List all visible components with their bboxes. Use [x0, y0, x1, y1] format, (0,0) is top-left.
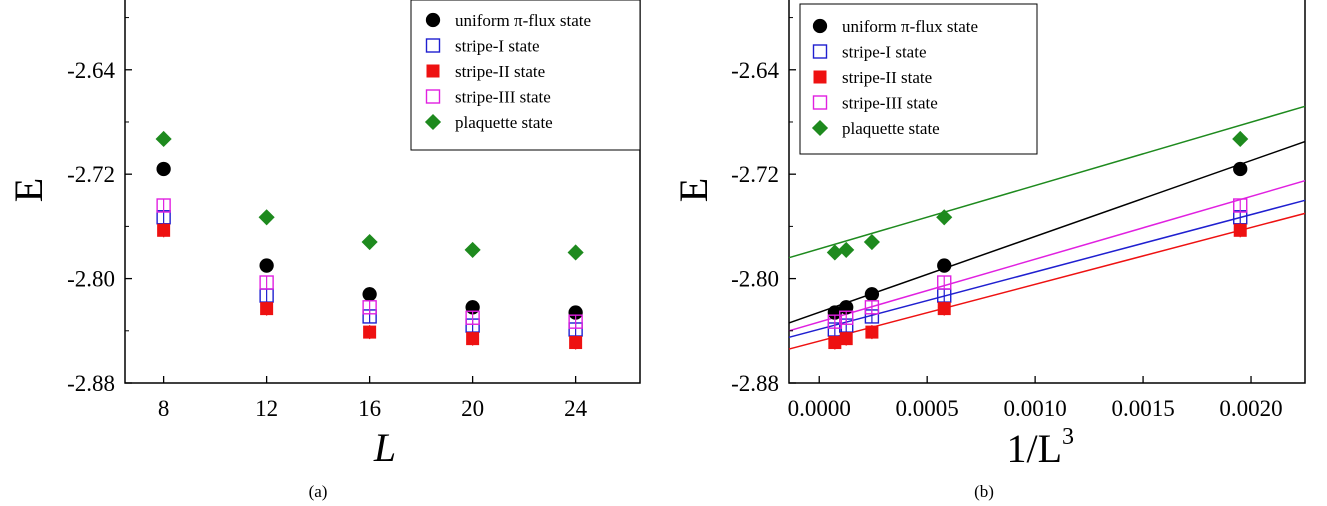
x-tick-label: 20: [461, 396, 484, 421]
y-tick-label: -2.72: [731, 162, 779, 187]
legend-marker: [813, 70, 827, 84]
x-axis-label-b-sup: 3: [1062, 424, 1074, 450]
data-point: [260, 302, 274, 316]
data-point: [838, 241, 855, 258]
data-point: [937, 258, 952, 273]
data-point: [937, 275, 952, 290]
plot-frame-a: [124, 0, 641, 384]
svg-text:1/L: 1/L: [1006, 426, 1062, 471]
data-point: [828, 336, 842, 350]
legend-label: uniform π-flux state: [455, 11, 591, 30]
data-point: [569, 336, 583, 350]
fit-line: [788, 179, 1306, 332]
legend-marker: [812, 44, 828, 59]
data-point: [937, 302, 951, 316]
y-tick-label: -2.88: [67, 371, 115, 396]
data-point: [567, 244, 584, 261]
data-point: [363, 325, 377, 339]
y-tick-label: -2.80: [731, 267, 779, 292]
legend-label: stripe-III state: [455, 88, 551, 107]
x-axis-label-a: L: [373, 425, 396, 470]
data-point: [259, 258, 274, 273]
data-point: [362, 287, 377, 302]
legend-label: stripe-I state: [842, 43, 927, 62]
legend-label: stripe-III state: [842, 94, 938, 113]
panel-b: -2.64 -2.72 -2.80 -2.88 0.0000 0.0005 0.0010 0…: [671, 0, 1306, 501]
legend-marker: [812, 18, 828, 34]
x-tick-label: 0.0005: [896, 396, 959, 421]
x-tick-label: 16: [358, 396, 381, 421]
data-point: [465, 310, 480, 325]
data-point: [936, 209, 953, 226]
legend-marker: [425, 38, 441, 53]
x-axis-label-b: 1/L 3: [1006, 424, 1074, 471]
y-tick-label: -2.64: [731, 58, 779, 83]
data-point: [361, 233, 378, 251]
data-point: [156, 161, 171, 177]
data-point: [1233, 198, 1248, 213]
data-point: [827, 305, 842, 320]
caption-a: (a): [309, 482, 328, 501]
legend-label: stripe-II state: [842, 68, 932, 87]
caption-b: (b): [974, 482, 994, 501]
legend-label: plaquette state: [842, 119, 940, 138]
data-point: [362, 300, 377, 315]
data-point: [259, 275, 274, 290]
legend-marker: [424, 113, 442, 131]
legend-marker: [425, 12, 441, 28]
data-point: [839, 332, 853, 346]
data-point: [464, 241, 481, 258]
data-point: [466, 332, 480, 346]
data-point: [1233, 161, 1248, 177]
y-tick-label: -2.80: [67, 267, 115, 292]
data-point: [156, 198, 171, 213]
data-point: [864, 300, 880, 315]
x-axis-label-b-main: 1/L: [1006, 426, 1062, 471]
x-tick-label: 0.0000: [788, 396, 851, 421]
y-tick-label: -2.64: [67, 58, 115, 83]
legend-marker: [425, 89, 441, 104]
y-tick-label: -2.88: [731, 371, 779, 396]
legend-box-a: [410, 0, 641, 151]
x-tick-label: 24: [564, 396, 588, 421]
panel-a: -2.64 -2.72 -2.80 -2.88 8 12 16 20 24 E L (a) u…: [6, 0, 641, 501]
data-point: [863, 233, 880, 251]
data-point: [827, 314, 843, 329]
plot-frame-b: [788, 0, 1306, 384]
legend-a: uniform π-flux state stripe-I state stripe…: [410, 0, 641, 151]
y-axis-label-a: E: [6, 178, 51, 202]
fit-line: [788, 199, 1306, 339]
data-point: [1233, 223, 1247, 237]
data-point: [157, 223, 171, 237]
y-tick-label: -2.72: [67, 162, 115, 187]
data-point: [864, 287, 880, 302]
x-tick-label: 0.0015: [1111, 396, 1174, 421]
legend-box-b: [799, 3, 1038, 155]
x-tick-label: 0.0010: [1004, 396, 1067, 421]
x-tick-label: 0.0020: [1219, 396, 1282, 421]
legend-marker: [811, 119, 829, 137]
data-point: [865, 325, 879, 339]
legend-marker: [812, 95, 828, 110]
legend-label: plaquette state: [455, 113, 553, 132]
data-point: [258, 209, 275, 226]
data-point: [1232, 130, 1249, 148]
legend-label: stripe-II state: [455, 62, 545, 81]
y-axis-label-b: E: [671, 178, 716, 202]
legend-label: stripe-I state: [455, 37, 540, 56]
data-point: [826, 244, 843, 261]
x-tick-label: 12: [255, 396, 278, 421]
data-point: [839, 310, 854, 325]
data-point: [568, 305, 583, 320]
fit-line: [788, 105, 1306, 259]
legend-b: uniform π-flux state stripe-I state stripe…: [799, 3, 1038, 155]
legend-label: uniform π-flux state: [842, 17, 978, 36]
x-tick-label: 8: [158, 396, 170, 421]
data-point: [155, 130, 172, 148]
data-point: [568, 314, 583, 329]
legend-marker: [426, 64, 440, 78]
